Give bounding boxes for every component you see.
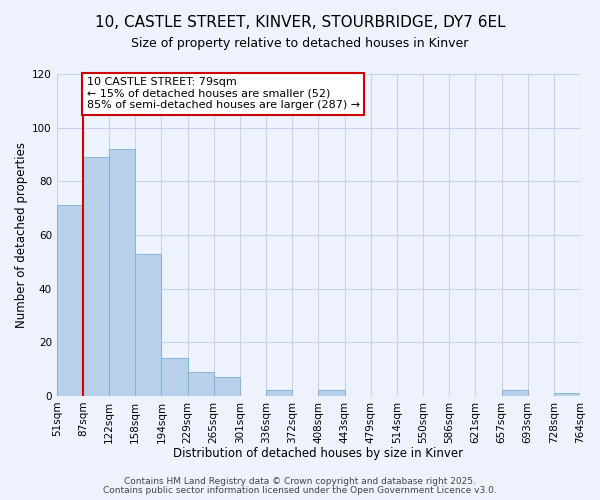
- Bar: [502, 390, 527, 396]
- Bar: [57, 206, 83, 396]
- Bar: [188, 372, 214, 396]
- Bar: [319, 390, 344, 396]
- Bar: [554, 393, 580, 396]
- Text: Size of property relative to detached houses in Kinver: Size of property relative to detached ho…: [131, 38, 469, 51]
- Bar: [109, 149, 135, 396]
- Y-axis label: Number of detached properties: Number of detached properties: [15, 142, 28, 328]
- Bar: [266, 390, 292, 396]
- Bar: [161, 358, 188, 396]
- Text: 10 CASTLE STREET: 79sqm
← 15% of detached houses are smaller (52)
85% of semi-de: 10 CASTLE STREET: 79sqm ← 15% of detache…: [87, 77, 360, 110]
- X-axis label: Distribution of detached houses by size in Kinver: Distribution of detached houses by size …: [173, 447, 463, 460]
- Text: Contains HM Land Registry data © Crown copyright and database right 2025.: Contains HM Land Registry data © Crown c…: [124, 477, 476, 486]
- Bar: [83, 157, 109, 396]
- Text: Contains public sector information licensed under the Open Government Licence v3: Contains public sector information licen…: [103, 486, 497, 495]
- Bar: [214, 377, 240, 396]
- Text: 10, CASTLE STREET, KINVER, STOURBRIDGE, DY7 6EL: 10, CASTLE STREET, KINVER, STOURBRIDGE, …: [95, 15, 505, 30]
- Bar: [135, 254, 161, 396]
